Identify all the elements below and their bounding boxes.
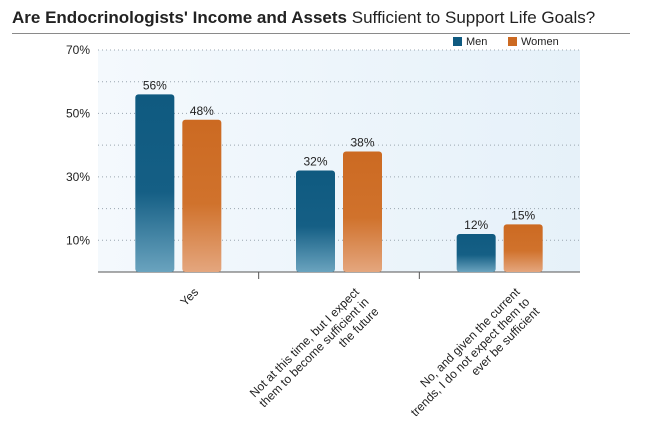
bar-women-1	[343, 151, 382, 272]
data-label-women: 38%	[350, 135, 374, 149]
y-tick-label: 10%	[66, 233, 90, 247]
bar-men-2	[457, 234, 496, 272]
bar-women-2	[504, 224, 543, 272]
data-label-men: 32%	[303, 155, 327, 169]
legend-label-men: Men	[466, 36, 487, 48]
category-label-line: Yes	[177, 285, 201, 309]
legend-swatch-men	[453, 37, 462, 46]
bar-women-0	[182, 120, 221, 272]
legend-swatch-women	[508, 37, 517, 46]
bar-men-0	[135, 94, 174, 272]
category-label: No, and given the currenttrends, I do no…	[398, 285, 543, 430]
data-label-women: 48%	[190, 104, 214, 118]
y-tick-label: 70%	[66, 43, 90, 57]
category-label: Yes	[177, 285, 201, 309]
data-label-men: 12%	[464, 218, 488, 232]
data-label-women: 15%	[511, 208, 535, 222]
y-tick-label: 30%	[66, 170, 90, 184]
category-label-line: trends, I do not expect them to	[408, 295, 533, 420]
category-label-line: them to become sufficient in	[256, 295, 371, 410]
y-tick-label: 50%	[66, 106, 90, 120]
data-label-men: 56%	[143, 78, 167, 92]
category-label: Not at this time, but I expectthem to be…	[247, 285, 382, 420]
bar-men-1	[296, 171, 335, 272]
legend-label-women: Women	[521, 36, 559, 48]
bar-chart: 10% 30% 50% 70% 56% 48% 32% 38% 12% 15% Yes Not at …	[0, 0, 645, 439]
